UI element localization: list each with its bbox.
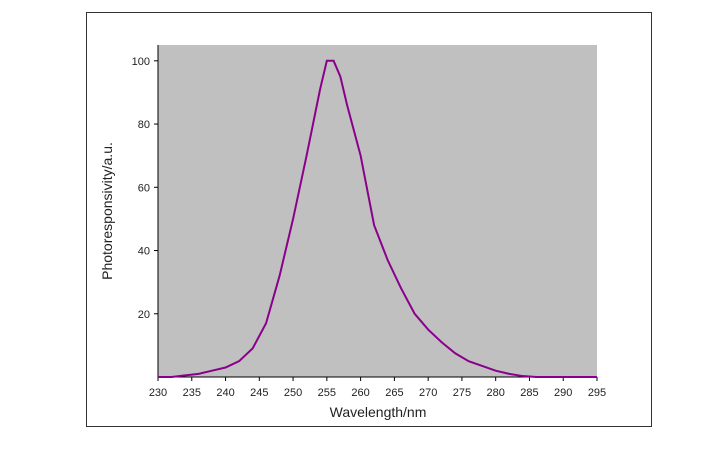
x-tick-label: 235 [183, 387, 201, 399]
y-tick-label: 40 [138, 246, 150, 258]
x-tick-label: 255 [318, 387, 336, 399]
x-axis-label: Wavelength/nm [330, 404, 427, 420]
plot-area [158, 45, 597, 377]
y-axis-label: Photoresponsivity/a.u. [99, 142, 115, 280]
x-tick-label: 240 [216, 387, 234, 399]
x-tick-label: 270 [419, 387, 437, 399]
x-tick-label: 290 [554, 387, 572, 399]
y-tick-label: 60 [138, 182, 150, 194]
x-tick-label: 280 [487, 387, 505, 399]
x-tick-label: 230 [149, 387, 167, 399]
y-tick-label: 80 [138, 119, 150, 131]
data-line [158, 59, 597, 378]
x-tick-label: 250 [284, 387, 302, 399]
x-tick-label: 245 [250, 387, 268, 399]
x-tick-label: 295 [588, 387, 606, 399]
x-tick-label: 275 [453, 387, 471, 399]
x-tick-label: 265 [385, 387, 403, 399]
x-tick-label: 285 [520, 387, 538, 399]
y-tick-label: 20 [138, 309, 150, 321]
y-tick-label: 100 [132, 56, 150, 68]
x-tick-label: 260 [351, 387, 369, 399]
